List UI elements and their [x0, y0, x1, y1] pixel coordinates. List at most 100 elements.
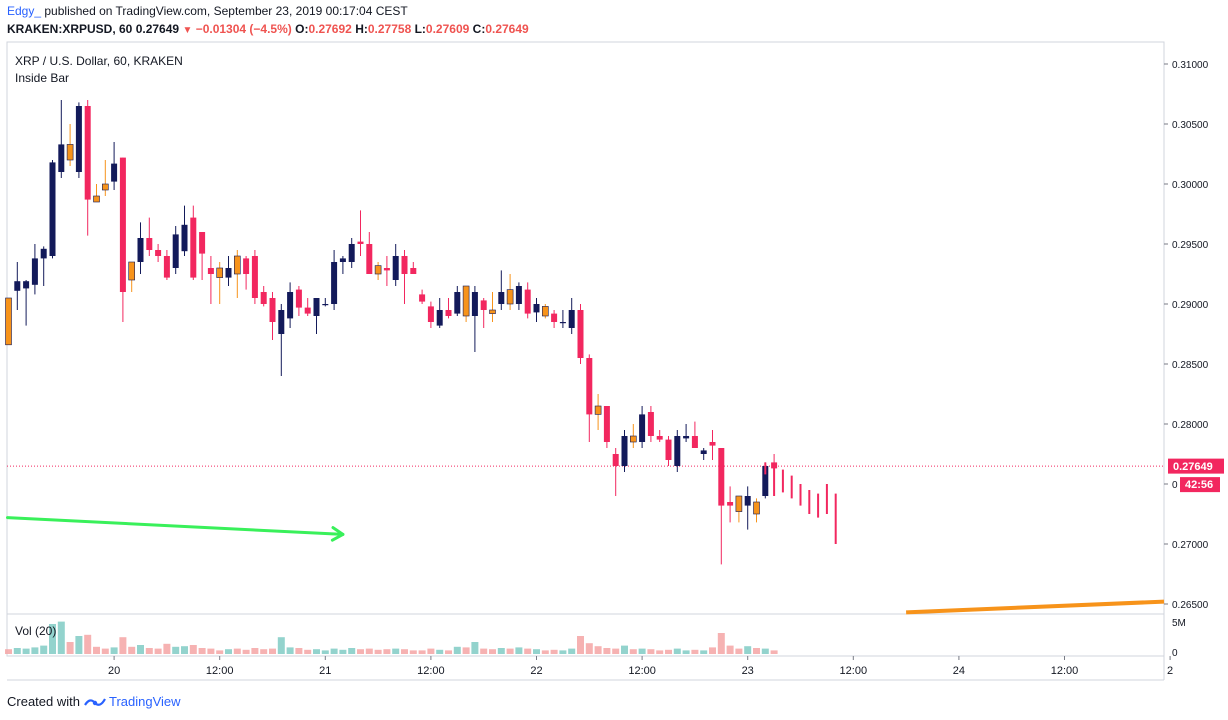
current-price-label: 0.27649 [1173, 461, 1213, 473]
x-tick-label: 2 [1167, 665, 1173, 677]
volume-bar [612, 648, 620, 654]
volume-bar [93, 646, 100, 654]
candle-body [75, 106, 82, 172]
candle-body [551, 313, 558, 322]
candle-body [243, 258, 250, 274]
volume-bar [321, 650, 329, 654]
candle-body [392, 256, 399, 280]
y-tick-label: 0.31000 [1172, 60, 1209, 71]
candle-body [374, 265, 382, 275]
volume-pane [6, 613, 1165, 657]
candle-body [629, 435, 637, 443]
candle-body [762, 466, 769, 496]
candle-body [111, 163, 118, 182]
candle-body [727, 502, 734, 506]
volume-bar [656, 650, 664, 654]
volume-bar [137, 645, 144, 654]
candle-body [454, 292, 461, 314]
x-tick-label: 12:00 [840, 665, 868, 677]
high-label: H: [355, 22, 368, 36]
symbol-label: KRAKEN:XRPUSD, 60 [7, 22, 133, 36]
candle-body [119, 157, 126, 292]
candle-body [14, 281, 21, 291]
candle-body [269, 298, 276, 322]
low-value: 0.27609 [425, 22, 470, 36]
candle-body [586, 358, 593, 415]
published-line: Edgy_ published on TradingView.com, Sept… [7, 4, 408, 18]
candle-body [304, 307, 311, 314]
volume-bar [436, 649, 444, 654]
volume-bar [515, 647, 523, 654]
y-tick-label: 0.28000 [1172, 420, 1209, 431]
candle-body [234, 255, 241, 275]
volume-bar [189, 645, 197, 654]
volume-bar [691, 649, 699, 654]
volume-bar [682, 650, 690, 654]
volume-bar [401, 649, 408, 654]
volume-bar [418, 650, 426, 654]
candle-body [155, 250, 162, 256]
candle-body [700, 450, 707, 454]
volume-bar [207, 648, 215, 654]
volume-bar [277, 637, 285, 654]
volume-bar [339, 649, 347, 654]
candle-body [489, 309, 496, 314]
candle-body [462, 285, 470, 317]
volume-bar [621, 645, 628, 654]
last-price: 0.27649 [135, 22, 180, 36]
candle-body [401, 256, 408, 274]
volume-bar [304, 649, 312, 654]
volume-bar [629, 649, 637, 654]
candle-body [366, 244, 373, 274]
candle-body [295, 289, 302, 308]
orange-trendline [906, 599, 1165, 615]
candle-body [568, 310, 575, 328]
volume-bar [577, 636, 584, 654]
candle-body [287, 292, 294, 319]
volume-axis-zero: 0 [1172, 648, 1178, 659]
candle-body [436, 310, 443, 326]
tradingview-link[interactable]: TradingView [84, 694, 181, 709]
candle-body [251, 256, 258, 298]
volume-bar [49, 624, 56, 654]
candle-body [40, 248, 47, 259]
volume-bar [84, 634, 92, 654]
volume-bar [154, 648, 162, 654]
author-link[interactable]: Edgy_ [7, 4, 42, 18]
candle-body [348, 244, 355, 262]
candle-body [533, 304, 540, 313]
candle-body [313, 298, 320, 316]
tradingview-logo-icon [84, 697, 106, 706]
volume-bar [198, 648, 206, 654]
candle-body [66, 144, 74, 161]
candle-body [683, 436, 690, 439]
volume-bar [559, 650, 567, 654]
volume-bar [471, 642, 479, 654]
candle-body [172, 234, 179, 268]
candle-body [84, 106, 91, 200]
candle-body [383, 268, 390, 271]
volume-bar [770, 650, 778, 654]
candle-body [58, 144, 65, 172]
volume-bar [13, 648, 21, 654]
volume-bar [735, 648, 743, 654]
volume-bar [163, 643, 171, 654]
volume-bar [330, 648, 338, 654]
low-label: L: [414, 22, 426, 36]
candle-body [691, 436, 698, 448]
published-text: published on TradingView.com, September … [44, 4, 408, 18]
green-arrow-line [6, 516, 345, 536]
volume-bar [594, 646, 602, 654]
close-value: 0.27649 [485, 22, 529, 36]
volume-bar [550, 649, 558, 654]
volume-bar [744, 646, 752, 654]
ohlc-line: KRAKEN:XRPUSD, 60 0.27649 ▼ −0.01304 (−4… [7, 22, 529, 36]
candle-body [656, 436, 663, 440]
volume-bar [172, 646, 180, 654]
volume-bar [66, 642, 74, 654]
candle-body [260, 292, 267, 304]
volume-bar [480, 648, 488, 654]
x-tick-label: 20 [108, 665, 120, 677]
volume-bar [665, 649, 672, 654]
